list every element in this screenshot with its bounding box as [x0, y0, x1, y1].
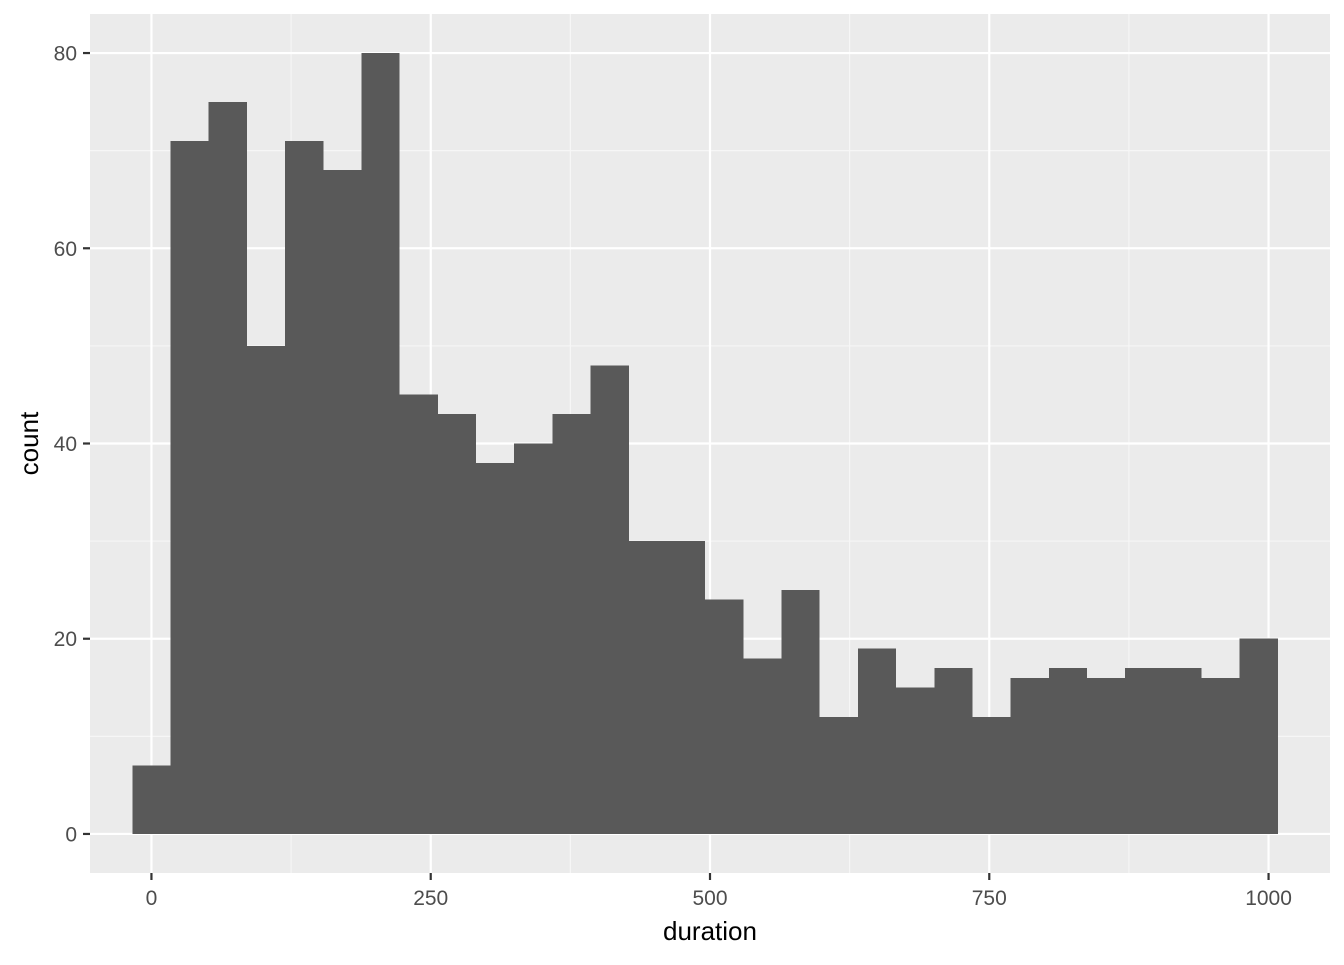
- y-tick-label: 60: [54, 238, 77, 261]
- histogram-bar-21: [934, 668, 973, 834]
- histogram-bar-9: [476, 463, 515, 834]
- histogram-bar-2: [208, 101, 247, 834]
- y-tick-label: 40: [54, 433, 77, 456]
- histogram-bar-10: [514, 443, 553, 834]
- x-tick-label: 1000: [1245, 887, 1292, 910]
- histogram-bar-24: [1048, 668, 1088, 834]
- histogram-bars: [132, 53, 1278, 834]
- x-tick-label: 500: [692, 887, 727, 910]
- histogram-bar-4: [285, 140, 324, 834]
- y-axis-title: count: [14, 411, 44, 475]
- histogram-bar-12: [590, 365, 629, 834]
- histogram-bar-11: [552, 414, 591, 834]
- histogram-bar-29: [1239, 638, 1278, 834]
- x-tick-label: 750: [972, 887, 1007, 910]
- histogram-bar-22: [972, 716, 1011, 834]
- histogram-bar-19: [857, 648, 897, 834]
- histogram-bar-28: [1201, 677, 1240, 834]
- y-tick-label: 80: [54, 43, 77, 66]
- histogram-bar-20: [896, 687, 935, 834]
- histogram-bar-15: [705, 599, 744, 834]
- histogram-bar-5: [323, 170, 362, 834]
- histogram-bar-6: [361, 53, 400, 834]
- histogram-bar-18: [819, 716, 858, 834]
- histogram-bar-0: [132, 765, 171, 834]
- y-tick-label: 20: [54, 628, 77, 651]
- y-tick-label: 0: [65, 823, 77, 846]
- x-tick-label: 250: [413, 887, 448, 910]
- histogram-bar-23: [1010, 677, 1049, 834]
- histogram-bar-27: [1163, 668, 1202, 834]
- histogram-bar-8: [437, 414, 477, 834]
- histogram-bar-26: [1125, 668, 1164, 834]
- y-axis: 0 20 40 60 80: [54, 43, 90, 846]
- histogram-bar-17: [781, 589, 820, 834]
- histogram-bar-13: [628, 541, 667, 834]
- histogram-bar-14: [666, 541, 706, 834]
- histogram-bar-16: [743, 658, 782, 834]
- x-axis-title: duration: [663, 916, 757, 946]
- histogram-bar-3: [246, 345, 286, 834]
- x-tick-label: 0: [146, 887, 158, 910]
- histogram-bar-25: [1087, 677, 1126, 834]
- x-axis: 0 250 500 750 1000: [146, 873, 1292, 910]
- histogram-bar-1: [170, 140, 209, 834]
- histogram-bar-7: [399, 394, 438, 834]
